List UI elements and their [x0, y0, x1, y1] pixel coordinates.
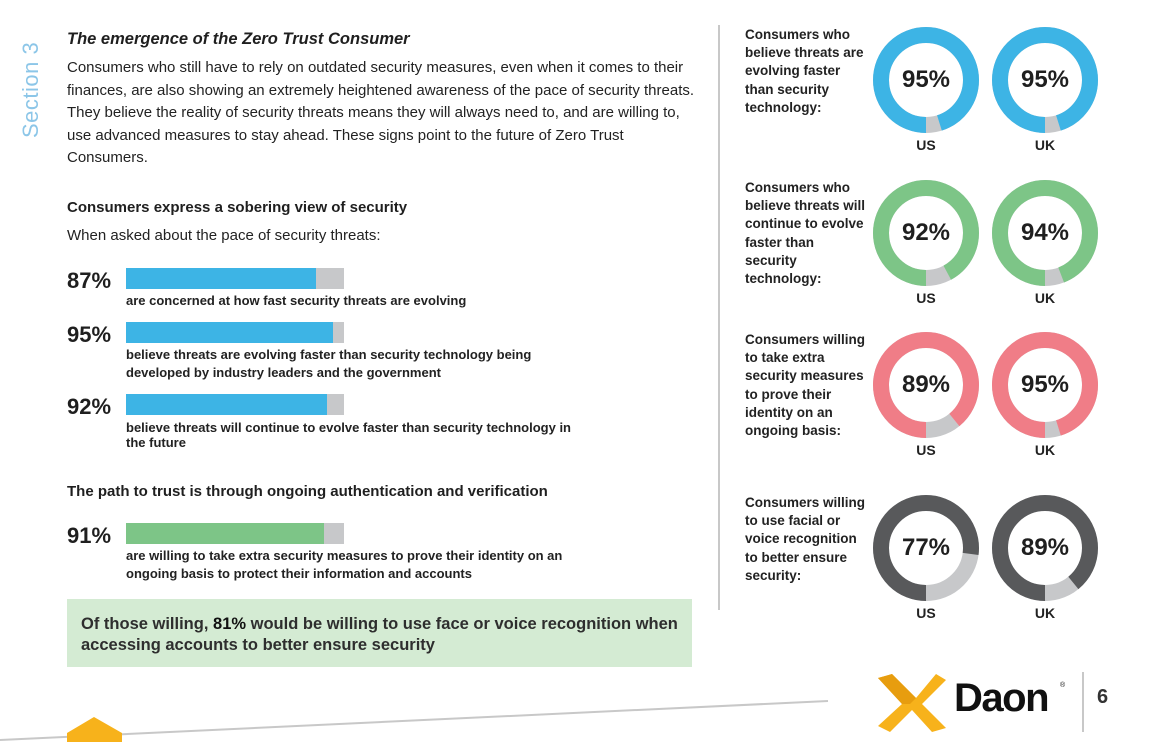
- donut-value: 95%: [1020, 371, 1070, 398]
- donut-country-label: US: [916, 290, 936, 306]
- donut-chart-us: 92%: [872, 179, 980, 287]
- logo-wordmark: Daon: [954, 676, 1050, 720]
- donut-value: 89%: [901, 371, 951, 398]
- callout-box: Of those willing, 81% would be willing t…: [67, 599, 692, 667]
- donut-country-label: US: [916, 137, 936, 153]
- footer-shape-icon: [67, 717, 122, 742]
- footer-separator: [1082, 672, 1084, 732]
- donut-country-label: UK: [1034, 137, 1056, 153]
- donut-group-label: Consumers who believe threats will conti…: [745, 180, 866, 287]
- donut-arc: [873, 332, 979, 438]
- callout-highlight: 81%: [213, 615, 247, 633]
- donut-chart-uk: 94%: [991, 179, 1099, 287]
- stat-percent: 92%: [67, 394, 112, 419]
- donut-country-label: US: [916, 442, 936, 458]
- donut-arc: [992, 27, 1098, 133]
- stat-description: believe threats are evolving faster than…: [126, 347, 532, 380]
- donut-chart-us: 77%: [872, 494, 980, 602]
- logo-x-icon: [878, 674, 946, 732]
- stat-bar-fill: [126, 394, 327, 415]
- donut-country-label: US: [916, 605, 936, 621]
- stat-bar: [126, 268, 344, 289]
- donut-arc: [992, 495, 1098, 601]
- donut-chart-us: 89%: [872, 331, 980, 439]
- donut-group: Consumers willing to use facial or voice…: [745, 494, 1145, 634]
- donut-value: 89%: [1020, 534, 1070, 561]
- donut-value: 92%: [901, 219, 951, 246]
- donut-group-label: Consumers who believe threats are evolvi…: [745, 27, 864, 115]
- section-label-text: Section 3: [18, 41, 43, 138]
- donut-value: 95%: [1020, 66, 1070, 93]
- donut-value: 94%: [1020, 219, 1070, 246]
- path-heading: The path to trust is through ongoing aut…: [67, 483, 548, 500]
- footer-rule: [0, 700, 829, 741]
- stat-bar: [126, 394, 344, 415]
- donut-group-label: Consumers willing to use facial or voice…: [745, 495, 866, 583]
- stat-bar-fill: [126, 322, 334, 343]
- donut-arc: [873, 495, 979, 601]
- donut-chart-uk: 89%: [991, 494, 1099, 602]
- donut-group-label: Consumers willing to take extra security…: [745, 332, 866, 439]
- daon-logo: Daon ®: [876, 672, 1076, 732]
- donut-value: 77%: [901, 534, 951, 561]
- donut-group: Consumers who believe threats will conti…: [745, 179, 1145, 319]
- donut-value: 95%: [901, 66, 951, 93]
- stat-percent: 91%: [67, 523, 112, 548]
- stat-bar: [126, 523, 344, 544]
- stat-description: believe threats will continue to evolve …: [126, 420, 572, 450]
- stat-percent: 87%: [67, 268, 112, 293]
- donut-group: Consumers who believe threats are evolvi…: [745, 26, 1145, 166]
- donut-arc: [873, 180, 979, 286]
- stat-bar-fill: [126, 523, 325, 544]
- stat-percent: 95%: [67, 322, 112, 347]
- intro-body: Consumers who still have to rely on outd…: [67, 59, 695, 167]
- donut-country-label: UK: [1034, 605, 1056, 621]
- section-label: Section 3: [18, 20, 58, 140]
- donut-group: Consumers willing to take extra security…: [745, 331, 1145, 471]
- intro-title: The emergence of the Zero Trust Consumer: [67, 30, 410, 48]
- sobering-heading: Consumers express a sobering view of sec…: [67, 199, 408, 216]
- donut-arc: [873, 27, 979, 133]
- column-divider: [718, 25, 720, 610]
- callout-prefix: Of those willing,: [81, 615, 209, 633]
- donut-country-label: UK: [1034, 442, 1056, 458]
- donut-arc: [992, 180, 1098, 286]
- page-number: 6: [1097, 686, 1109, 708]
- stat-bar-fill: [126, 268, 316, 289]
- donut-arc: [992, 332, 1098, 438]
- donut-country-label: UK: [1034, 290, 1056, 306]
- stat-bar: [126, 322, 344, 343]
- stat-description: are concerned at how fast security threa…: [126, 293, 467, 308]
- donut-chart-uk: 95%: [991, 331, 1099, 439]
- donut-chart-uk: 95%: [991, 26, 1099, 134]
- donut-chart-us: 95%: [872, 26, 980, 134]
- sobering-subheading: When asked about the pace of security th…: [67, 227, 381, 244]
- callout-suffix: would be willing to use face or voice re…: [81, 615, 678, 654]
- logo-trademark: ®: [1060, 682, 1066, 689]
- stat-description: are willing to take extra security measu…: [126, 548, 563, 581]
